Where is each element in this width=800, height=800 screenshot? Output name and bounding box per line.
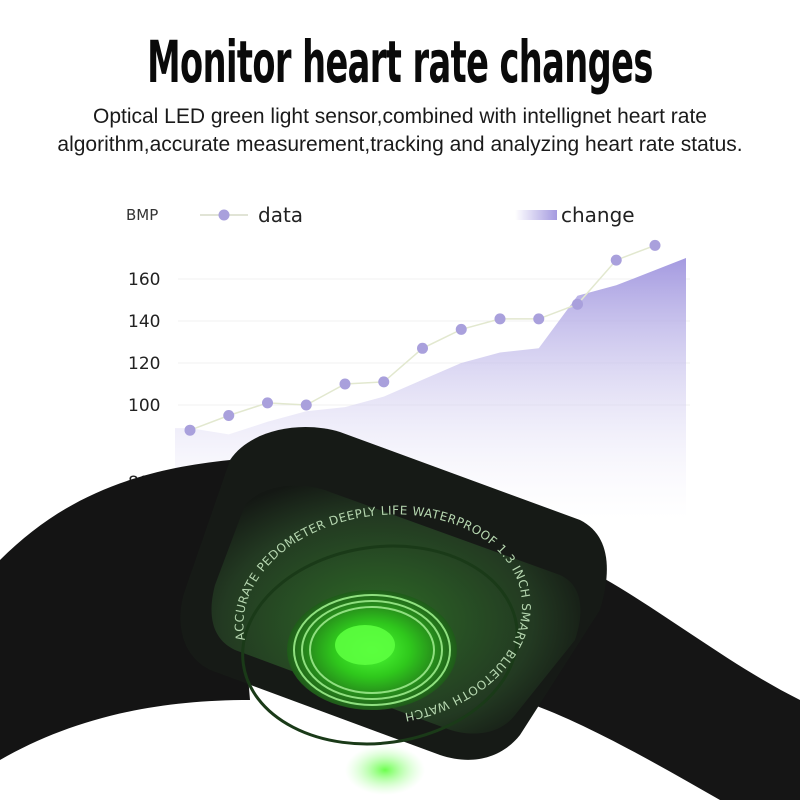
back-ring: [241, 544, 519, 746]
legend-swatch: [515, 210, 557, 220]
data-point: [417, 342, 428, 354]
legend-data: data: [200, 203, 303, 227]
floor-glow: [345, 745, 425, 795]
sensor-ring-2: [301, 600, 443, 700]
data-point: [184, 424, 196, 436]
y-tick-label: 120: [128, 354, 160, 374]
green-led: [335, 625, 395, 665]
sensor-ring-3: [309, 606, 435, 694]
data-point: [262, 397, 273, 409]
y-tick-label: 140: [128, 312, 160, 332]
left-strap: [0, 460, 250, 760]
smartwatch: ACCURATE PEDOMETER DEEPLY LIFE WATERPROO…: [0, 427, 800, 800]
legend-change: change: [515, 203, 635, 227]
data-point: [455, 323, 467, 335]
data-point: [610, 254, 622, 266]
legend-marker: [218, 209, 230, 221]
data-point: [649, 239, 661, 251]
data-point: [378, 376, 390, 388]
data-point: [339, 378, 351, 390]
data-point: [572, 298, 583, 310]
data-point: [494, 313, 506, 325]
data-point: [223, 410, 235, 421]
legend-data-label: data: [258, 203, 303, 227]
legend-change-label: change: [561, 203, 635, 227]
headline: Monitor heart rate changes: [147, 28, 653, 96]
data-point: [300, 399, 312, 411]
y-tick-label: 160: [128, 270, 160, 290]
sensor-ring-1: [293, 594, 451, 706]
data-point: [533, 313, 545, 325]
description: Optical LED green light sensor,combined …: [57, 105, 743, 156]
y-tick-label: 100: [128, 396, 160, 416]
y-axis-label: BMP: [126, 206, 158, 224]
